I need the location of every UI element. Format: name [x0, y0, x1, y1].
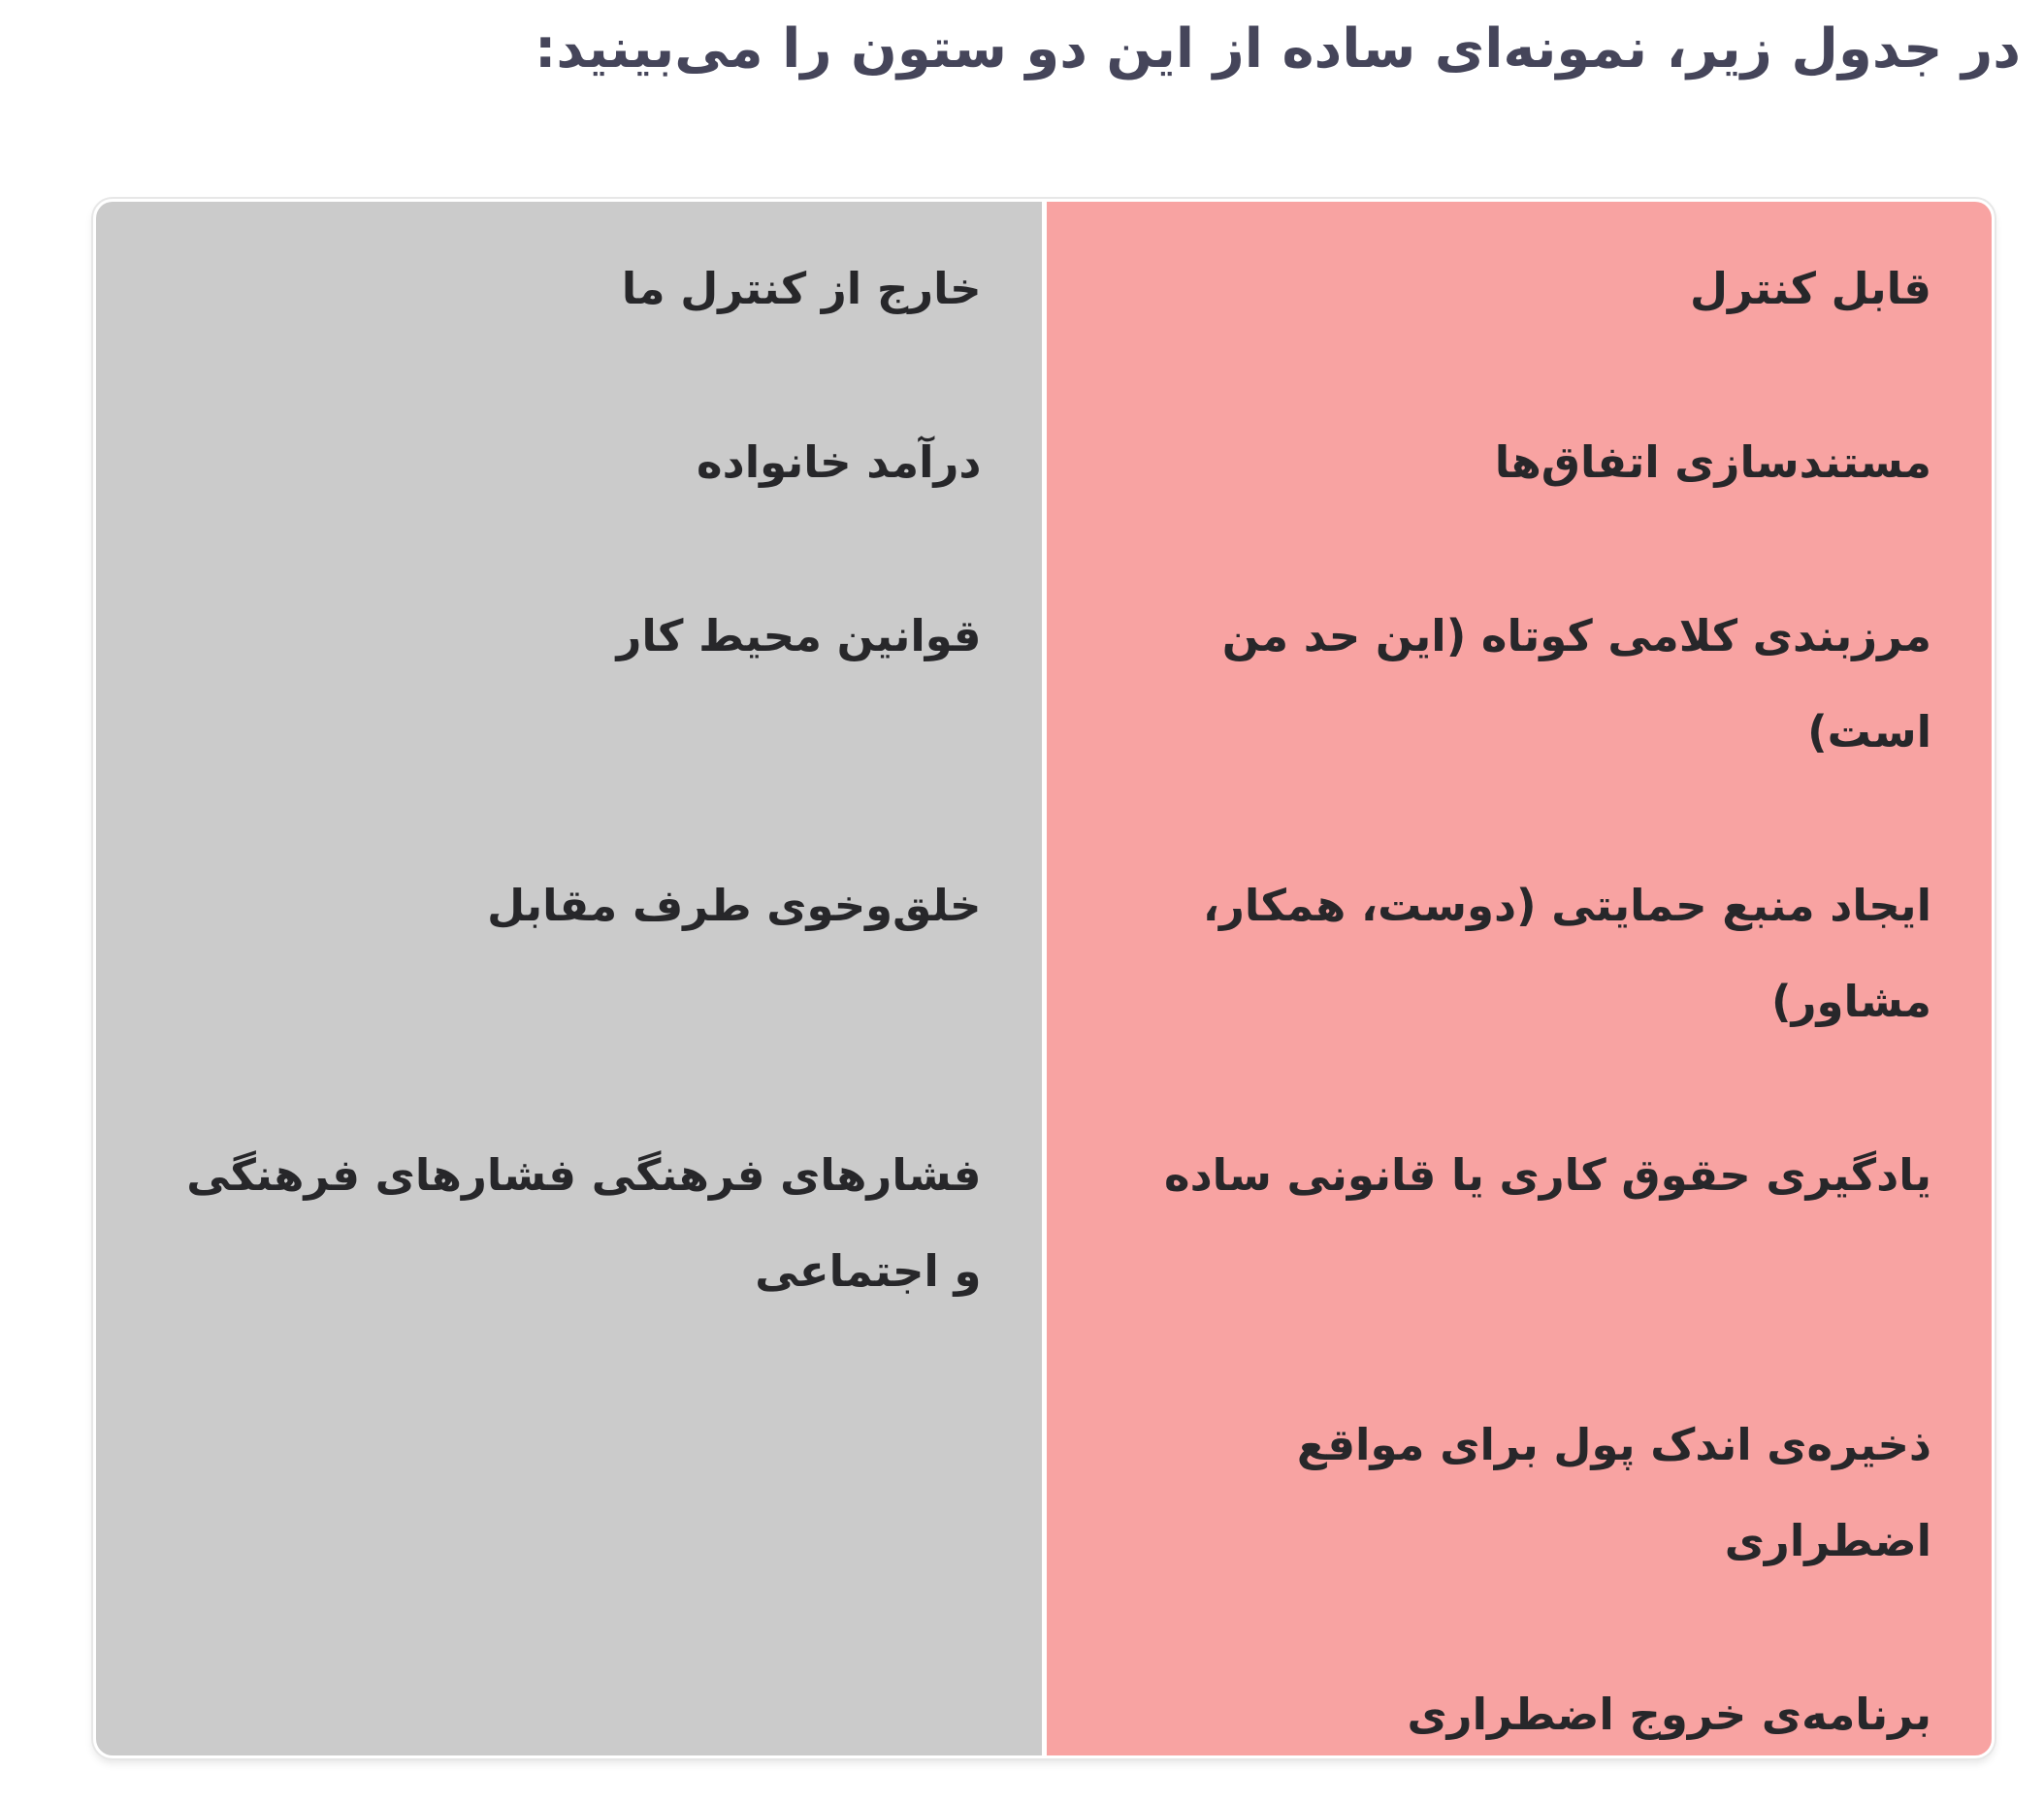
uncontrollable-cell: فشارهای فرهنگی فشارهای فرهنگی و اجتماعی — [96, 1088, 1042, 1358]
controllable-cell: یادگیری حقوق کاری یا قانونی ساده — [1046, 1088, 1992, 1358]
controllable-cell: ذخیره‌ی اندک پول برای مواقع اضطراری — [1046, 1358, 1992, 1627]
uncontrollable-cell: درآمد خانواده — [96, 375, 1042, 549]
controllable-cell: برنامه‌ی خروج اضطراری — [1046, 1627, 1992, 1755]
uncontrollable-column-header: خارج از کنترل ما — [96, 202, 1042, 375]
uncontrollable-cell-empty — [96, 1627, 1042, 1755]
controllable-cell: مستندسازی اتفاق‌ها — [1046, 375, 1992, 549]
controllable-column-header: قابل کنترل — [1046, 202, 1992, 375]
controllable-vs-uncontrollable-table: قابل کنترل خارج از کنترل ما مستندسازی ات… — [93, 199, 1995, 1758]
controllable-cell: ایجاد منبع حمایتی (دوست، همکار، مشاور) — [1046, 819, 1992, 1088]
section-intro-text: در جدول زیر، نمونه‌ای ساده از این دو ستو… — [534, 17, 2021, 80]
uncontrollable-cell: خلق‌وخوی طرف مقابل — [96, 819, 1042, 1088]
uncontrollable-cell: قوانین محیط کار — [96, 549, 1042, 819]
controllable-cell: مرزبندی کلامی کوتاه (این حد من است) — [1046, 549, 1992, 819]
uncontrollable-cell-empty — [96, 1358, 1042, 1627]
